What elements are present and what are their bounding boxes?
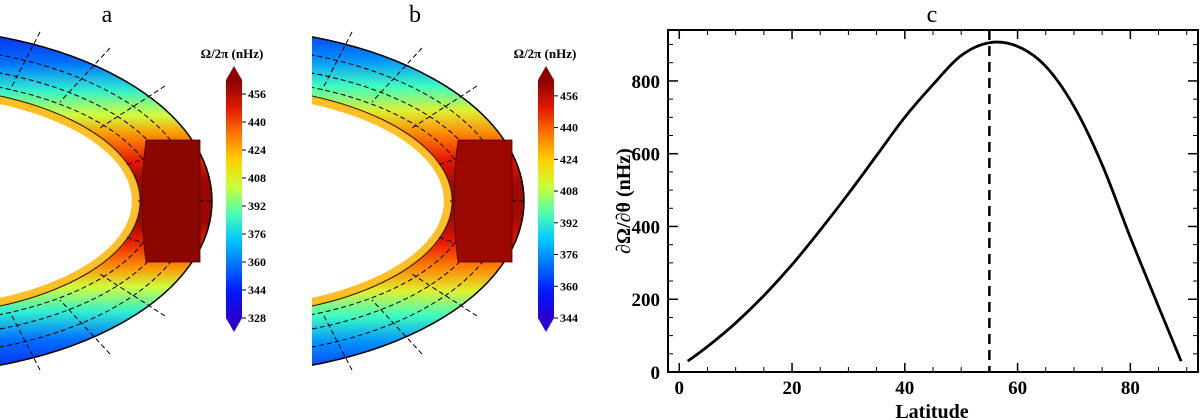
colorbar-a-bottom-arrow xyxy=(226,318,242,332)
y-tick-label: 0 xyxy=(651,363,661,384)
colorbar-tick-label: 344 xyxy=(560,311,578,325)
panel-label-b: b xyxy=(409,2,421,28)
x-axis-label: Latitude xyxy=(895,401,968,420)
colorbar-b-bottom-arrow xyxy=(538,318,554,332)
colorbar-tick-label: 376 xyxy=(560,248,578,262)
colorbar-tick-label: 392 xyxy=(560,216,578,230)
x-tick-label: 80 xyxy=(1121,378,1140,399)
x-tick-label: 40 xyxy=(895,378,914,399)
colorbar-b: 456 440 424 408 392 376 360 344 xyxy=(538,66,578,332)
y-tick-label: 200 xyxy=(632,290,661,311)
colorbar-a-top-arrow xyxy=(226,66,242,80)
colorbar-a-bar xyxy=(226,80,242,318)
colorbar-b-bar xyxy=(538,80,554,318)
shell-b-tachocline xyxy=(312,96,452,306)
shell-b xyxy=(312,31,525,371)
x-axis-ticks: 0 20 40 60 80 xyxy=(675,30,1188,399)
panel-label-c: c xyxy=(927,2,938,28)
y-tick-label: 600 xyxy=(632,145,661,166)
shell-a-tachocline xyxy=(0,96,140,306)
colorbar-tick-label: 456 xyxy=(248,87,266,101)
colorbar-tick-label: 360 xyxy=(248,255,266,269)
colorbar-tick-label: 328 xyxy=(248,311,266,325)
colorbar-b-ticks: 456 440 424 408 392 376 360 344 xyxy=(554,89,578,325)
y-axis-ticks: 0 200 400 600 800 xyxy=(632,44,1198,384)
colorbar-tick-label: 440 xyxy=(248,115,266,129)
colorbar-a: 456 440 424 408 392 376 360 344 328 xyxy=(226,66,266,332)
colorbar-tick-label: 424 xyxy=(560,152,578,166)
colorbar-tick-label: 440 xyxy=(560,121,578,135)
colorbar-tick-label: 408 xyxy=(248,171,266,185)
panel-label-a: a xyxy=(102,2,113,28)
colorbar-b-top-arrow xyxy=(538,66,554,80)
y-tick-label: 800 xyxy=(632,72,661,93)
y-axis-label: ∂Ω/∂θ (nHz) xyxy=(613,148,635,254)
colorbar-b-title: Ω/2π (nHz) xyxy=(514,46,577,61)
colorbar-tick-label: 424 xyxy=(248,143,266,157)
plot-frame-c xyxy=(667,29,1199,373)
series-line-dOmega-dtheta xyxy=(686,40,1183,363)
shell-b-core-max xyxy=(453,139,513,263)
colorbar-a-title: Ω/2π (nHz) xyxy=(201,46,264,61)
colorbar-tick-label: 344 xyxy=(248,283,266,297)
shell-a xyxy=(0,31,213,371)
colorbar-tick-label: 408 xyxy=(560,184,578,198)
shell-a-region xyxy=(0,36,213,366)
colorbar-tick-label: 392 xyxy=(248,199,266,213)
shell-a-core-max xyxy=(141,139,201,263)
x-tick-label: 60 xyxy=(1008,378,1027,399)
colorbar-a-ticks: 456 440 424 408 392 376 360 344 328 xyxy=(242,87,266,325)
x-tick-label: 0 xyxy=(675,378,685,399)
colorbar-tick-label: 456 xyxy=(560,89,578,103)
colorbar-tick-label: 376 xyxy=(248,227,266,241)
colorbar-tick-label: 360 xyxy=(560,279,578,293)
shell-b-region xyxy=(312,36,525,366)
x-tick-label: 20 xyxy=(783,378,802,399)
y-tick-label: 400 xyxy=(632,217,661,238)
